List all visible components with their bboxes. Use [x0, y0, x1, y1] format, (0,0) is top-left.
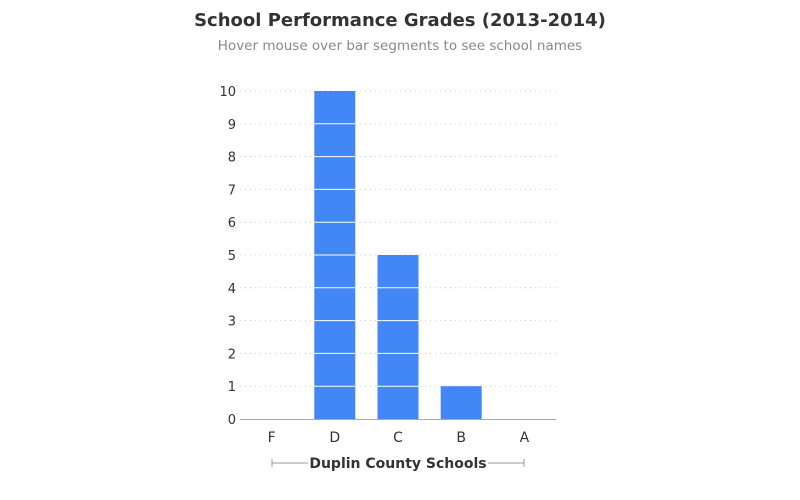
- bar-rect: [377, 255, 419, 419]
- x-tick-label: F: [268, 430, 276, 446]
- bar-rect: [440, 386, 482, 419]
- y-tick-label: 9: [228, 118, 236, 133]
- bars: [314, 91, 482, 419]
- y-tick-label: 10: [219, 85, 236, 100]
- bar-D: [314, 91, 356, 419]
- y-tick-label: 2: [228, 347, 236, 362]
- x-tick-label: D: [329, 430, 340, 446]
- y-axis-ticks: 0 1 2 3 4 5 6 7 8 9 10: [219, 85, 236, 428]
- chart-subtitle: Hover mouse over bar segments to see sch…: [217, 38, 583, 54]
- y-tick-label: 3: [228, 315, 236, 330]
- x-tick-label: B: [456, 430, 466, 446]
- x-tick-label: C: [393, 430, 403, 446]
- y-tick-label: 8: [228, 151, 236, 166]
- y-tick-label: 5: [228, 249, 236, 264]
- y-tick-label: 4: [228, 282, 236, 297]
- y-tick-label: 7: [228, 183, 236, 198]
- x-tick-label: A: [520, 430, 530, 446]
- bar-C: [377, 255, 419, 419]
- y-tick-label: 6: [228, 216, 236, 231]
- bar-B: [440, 386, 482, 419]
- x-axis-title: Duplin County Schools: [309, 456, 486, 472]
- x-axis-title-group: Duplin County Schools: [271, 456, 525, 472]
- y-tick-label: 1: [228, 380, 236, 395]
- y-tick-label: 0: [228, 413, 236, 428]
- chart-title: School Performance Grades (2013-2014): [194, 10, 606, 31]
